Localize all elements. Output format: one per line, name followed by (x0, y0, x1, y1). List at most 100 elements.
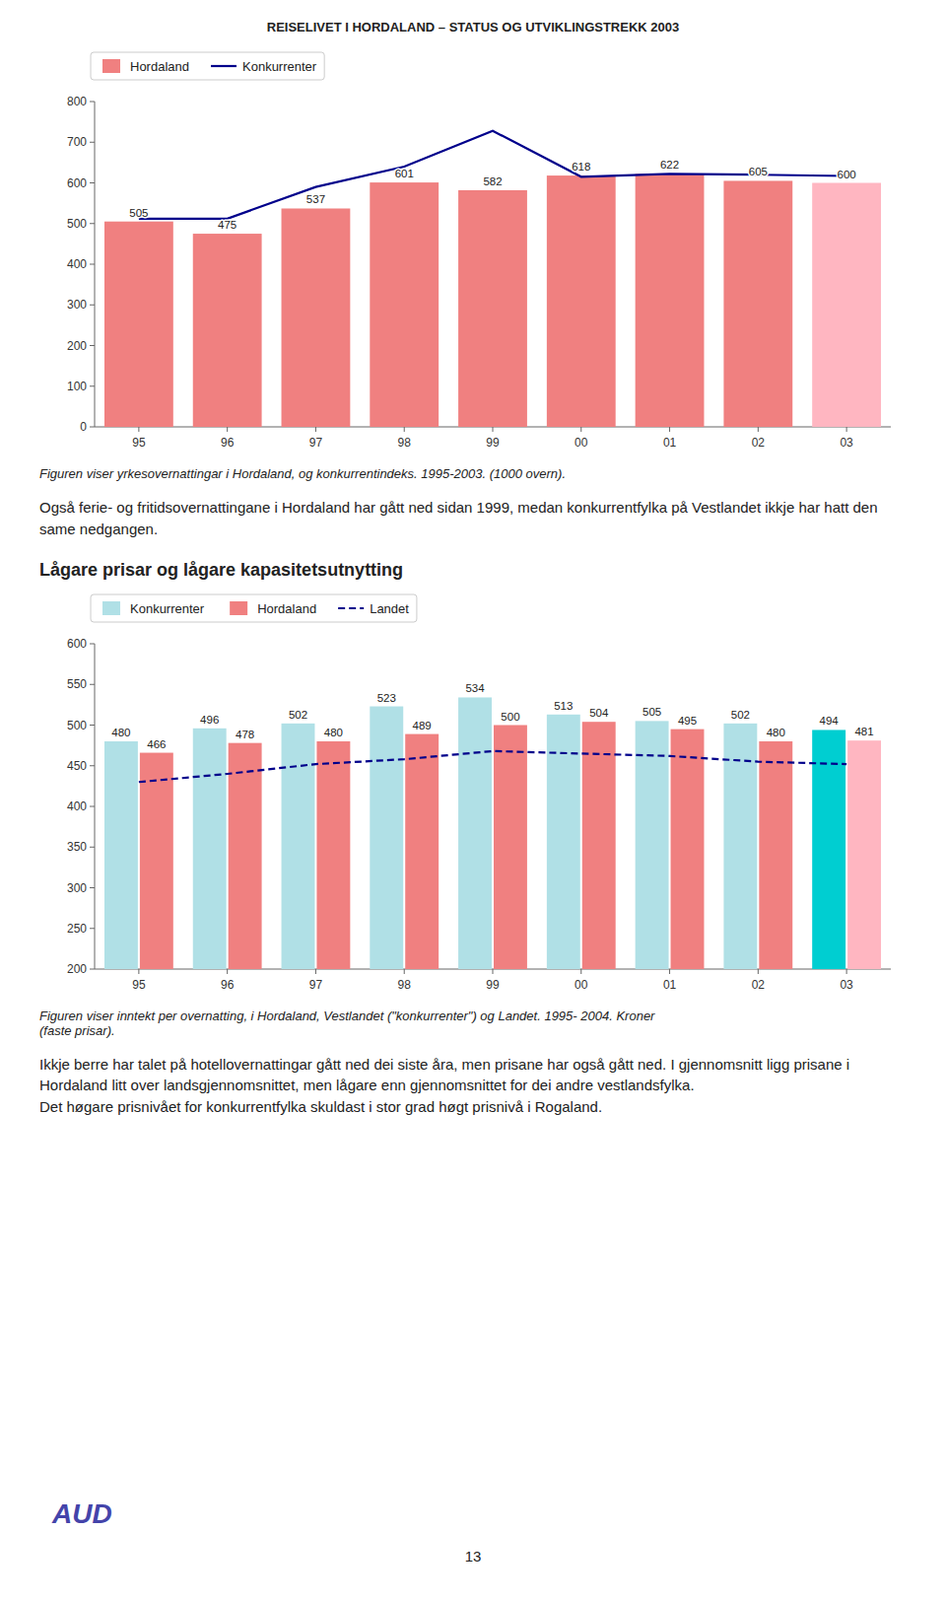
data-label: 505 (642, 705, 662, 718)
line (138, 131, 847, 219)
x-tick (137, 426, 139, 432)
x-tick (580, 968, 582, 974)
page-title: REISELIVET I HORDALAND – STATUS OG UTVIK… (39, 19, 907, 35)
bar (811, 183, 881, 428)
y-tick (89, 927, 95, 929)
y-tick (89, 642, 95, 644)
x-tick (846, 968, 848, 974)
data-labels: 4804965025235345135055024944664784804895… (111, 681, 874, 749)
x-tick (580, 426, 582, 432)
y-tick (89, 886, 95, 888)
logo: AUD (52, 1497, 113, 1530)
bar (847, 740, 881, 969)
data-label: 478 (235, 727, 255, 740)
y-tick-label: 400 (67, 799, 87, 813)
y-tick-label: 250 (67, 920, 87, 935)
data-label: 505 (129, 206, 148, 219)
data-label: 502 (288, 707, 308, 720)
x-tick-label: 95 (132, 435, 146, 450)
page: {"page_title": "REISELIVET I HORDALAND \… (0, 0, 946, 1600)
y-tick (89, 344, 95, 346)
y-tick-label: 200 (67, 338, 87, 353)
bar (281, 207, 351, 427)
data-label: 534 (465, 681, 485, 694)
y-tick-label: 200 (67, 961, 87, 976)
data-label: 495 (677, 713, 697, 726)
x-tick-label: 99 (485, 435, 500, 450)
x-tick-label: 02 (751, 977, 766, 992)
data-label: 605 (748, 165, 768, 178)
bar (139, 751, 174, 968)
x-tick (757, 968, 759, 974)
data-label: 480 (324, 726, 343, 739)
y-tick-label: 300 (67, 879, 87, 894)
data-label: 489 (412, 718, 432, 731)
x-tick-label: 96 (220, 977, 235, 992)
bar (369, 705, 404, 968)
bar (671, 728, 705, 968)
y-tick-label: 500 (67, 216, 87, 231)
x-tick (669, 968, 671, 974)
y-tick (89, 764, 95, 766)
x-tick (492, 968, 494, 974)
bar (104, 741, 138, 969)
bar (635, 173, 705, 427)
bar (405, 733, 439, 968)
data-label: 480 (111, 726, 131, 739)
legend-swatch (210, 65, 237, 68)
bar (369, 182, 439, 427)
data-label: 481 (854, 725, 874, 738)
data-label: 494 (819, 714, 840, 727)
x-tick-label: 03 (839, 977, 854, 992)
data-label: 475 (217, 218, 237, 231)
x-tick-label: 02 (751, 435, 766, 450)
paragraph: Også ferie- og fritidsovernattingane i H… (39, 496, 907, 541)
y-tick (89, 426, 95, 428)
legend: KonkurrenterHordalandLandet (90, 594, 417, 622)
y-tick-label: 500 (67, 717, 87, 732)
x-tick (757, 426, 759, 432)
bar (193, 727, 227, 968)
page-number: 13 (0, 1547, 946, 1564)
x-tick-label: 03 (839, 435, 854, 450)
y-tick (89, 724, 95, 726)
data-label: 496 (200, 712, 219, 725)
legend-label: Hordaland (130, 59, 190, 74)
data-label: 582 (482, 175, 502, 188)
x-tick-label: 97 (309, 977, 324, 992)
line (138, 749, 847, 781)
bar (582, 721, 616, 969)
y-tick (89, 141, 95, 143)
y-tick (89, 304, 95, 306)
y-tick (89, 682, 95, 684)
legend-swatch (337, 606, 364, 609)
y-tick-label: 450 (67, 757, 87, 772)
x-tick (846, 426, 848, 432)
y-tick-label: 700 (67, 135, 87, 149)
page-content: REISELIVET I HORDALAND – STATUS OG UTVIK… (39, 19, 907, 1138)
data-label: 601 (395, 167, 414, 180)
y-tick-label: 300 (67, 297, 87, 312)
data-label: 466 (146, 737, 166, 749)
section-title: Lågare prisar og lågare kapasitetsutnytt… (39, 559, 907, 581)
legend-swatch (102, 59, 121, 73)
bar (723, 180, 793, 427)
x-tick-label: 96 (220, 435, 235, 450)
y-tick-label: 800 (67, 94, 87, 109)
y-tick (89, 967, 95, 969)
y-tick-label: 350 (67, 839, 87, 854)
bar (546, 175, 616, 427)
data-label: 480 (766, 726, 786, 739)
x-tick (404, 426, 406, 432)
bar (458, 696, 492, 969)
legend-items: Hordaland Konkurrenter (102, 59, 318, 74)
y-tick-label: 600 (67, 176, 87, 191)
x-tick (315, 426, 317, 432)
legend: Hordaland Konkurrenter (90, 52, 325, 80)
legend-label: Konkurrenter (242, 59, 318, 74)
paragraph: Ikkje berre har talet på hotellovernatti… (39, 1053, 907, 1118)
legend-label: Hordaland (257, 600, 317, 615)
y-tick (89, 264, 95, 266)
bar (758, 741, 793, 969)
legend-items: KonkurrenterHordalandLandet (102, 600, 409, 615)
